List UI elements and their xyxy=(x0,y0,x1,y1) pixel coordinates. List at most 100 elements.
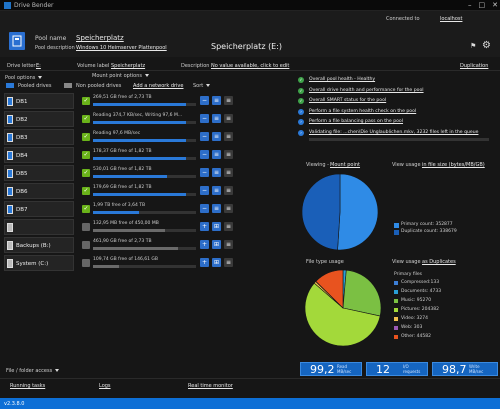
add-drive-button[interactable]: + xyxy=(200,258,209,267)
drive-list-button[interactable]: ≡ xyxy=(212,114,221,123)
drive-name-box[interactable] xyxy=(4,219,74,235)
drive-list-button[interactable]: ≡ xyxy=(212,204,221,213)
drive-row[interactable]: DB2 ✓ Reading 374,7 KB/sec, Writing 97,6… xyxy=(4,111,236,127)
drive-row[interactable]: DB3 ✓ Reading 97,6 MB/sec − ≡ ≡ xyxy=(4,129,236,145)
drive-details-button[interactable]: ≡ xyxy=(224,186,233,195)
flag-icon[interactable]: ⚑ xyxy=(470,42,477,50)
drive-details-button[interactable]: ≡ xyxy=(224,258,233,267)
remove-drive-button[interactable]: − xyxy=(200,186,209,195)
health-item-text[interactable]: Perform a file system health check on th… xyxy=(309,108,417,114)
pooled-check-icon[interactable]: ✓ xyxy=(82,97,90,105)
unpooled-check-icon[interactable] xyxy=(82,223,90,231)
drive-name-box[interactable]: DB5 xyxy=(4,165,74,181)
drive-name-box[interactable]: DB1 xyxy=(4,93,74,109)
pooled-check-icon[interactable]: ✓ xyxy=(82,187,90,195)
drive-details-button[interactable]: ≡ xyxy=(224,114,233,123)
drive-details-button[interactable]: ≡ xyxy=(224,222,233,231)
drive-row[interactable]: DB1 ✓ 269,51 GB free of 2,73 TB − ≡ ≡ xyxy=(4,93,236,109)
connected-host-link[interactable]: localhost xyxy=(440,16,463,22)
drive-name-box[interactable]: DB3 xyxy=(4,129,74,145)
drive-row[interactable]: DB6 ✓ 179,69 GB free of 1,82 TB − ≡ ≡ xyxy=(4,183,236,199)
pie-slice-music xyxy=(342,269,382,317)
drive-details-button[interactable]: ≡ xyxy=(224,204,233,213)
drive-grid-button[interactable]: ⊞ xyxy=(212,240,221,249)
drive-details-button[interactable]: ≡ xyxy=(224,240,233,249)
drive-list-button[interactable]: ≡ xyxy=(212,132,221,141)
health-item-text[interactable]: Overall drive health and performance for… xyxy=(309,87,424,93)
drive-details-button[interactable]: ≡ xyxy=(224,150,233,159)
drive-details-button[interactable]: ≡ xyxy=(224,168,233,177)
drive-name-box[interactable]: DB2 xyxy=(4,111,74,127)
drive-usage-text: 109,74 GB free of 146,61 GB xyxy=(93,257,159,262)
remove-drive-button[interactable]: − xyxy=(200,150,209,159)
pool-name-link[interactable]: Speicherplatz xyxy=(76,34,124,42)
health-item-text[interactable]: Overall SMART status for the pool xyxy=(309,98,387,103)
add-drive-button[interactable]: + xyxy=(200,222,209,231)
remove-drive-button[interactable]: − xyxy=(200,168,209,177)
drive-icon xyxy=(7,241,13,250)
drive-name-box[interactable]: Backups (B:) xyxy=(4,237,74,253)
drive-row[interactable]: DB7 ✓ 1,99 TB free of 3,64 TB − ≡ ≡ xyxy=(4,201,236,217)
drive-row[interactable]: Backups (B:) 461,90 GB free of 2,73 TB +… xyxy=(4,237,236,253)
logs-link[interactable]: Logs xyxy=(99,383,111,389)
drive-name-box[interactable]: DB7 xyxy=(4,201,74,217)
drive-row[interactable]: DB5 ✓ 530,01 GB free of 1,82 TB − ≡ ≡ xyxy=(4,165,236,181)
view-usage-duplicates-link[interactable]: as Duplicates xyxy=(422,259,456,265)
drive-row[interactable]: System (C:) 109,74 GB free of 146,61 GB … xyxy=(4,255,236,271)
remove-drive-button[interactable]: − xyxy=(200,132,209,141)
health-item[interactable]: ✓ Overall drive health and performance f… xyxy=(298,87,498,96)
volume-label-link[interactable]: Speicherplatz xyxy=(111,63,146,69)
remove-drive-button[interactable]: − xyxy=(200,114,209,123)
drive-details-button[interactable]: ≡ xyxy=(224,96,233,105)
health-item-text[interactable]: Perform a file balancing pass on the poo… xyxy=(309,119,404,124)
maximize-icon[interactable]: □ xyxy=(478,1,486,9)
minimize-icon[interactable]: – xyxy=(468,1,472,9)
drive-row[interactable]: DB4 ✓ 178,37 GB free of 1,82 TB − ≡ ≡ xyxy=(4,147,236,163)
health-item-text[interactable]: Overall pool health - Healthy xyxy=(309,77,376,82)
health-item[interactable]: ✓ Overall pool health - Healthy xyxy=(298,77,498,85)
drive-grid-button[interactable]: ⊞ xyxy=(212,258,221,267)
unpooled-check-icon[interactable] xyxy=(82,241,90,249)
pooled-check-icon[interactable]: ✓ xyxy=(82,133,90,141)
drive-grid-button[interactable]: ⊞ xyxy=(212,222,221,231)
gear-icon[interactable]: ⚙ xyxy=(482,40,491,51)
sort-menu[interactable]: Sort xyxy=(193,83,211,89)
drive-name-box[interactable]: System (C:) xyxy=(4,255,74,271)
drive-row[interactable]: 132,95 MB free of 450,00 MB + ⊞ ≡ xyxy=(4,219,236,235)
duplication-link[interactable]: Duplication xyxy=(460,63,489,69)
drive-name: Backups (B:) xyxy=(16,243,51,249)
pool-desc-link[interactable]: Windows 10 Heimserver Plattenpool xyxy=(76,45,167,51)
viewing-mount-point-link[interactable]: Mount point xyxy=(330,162,361,168)
pool-options-menu[interactable]: Pool options xyxy=(5,75,43,81)
drive-list-button[interactable]: ≡ xyxy=(212,150,221,159)
drive-list-button[interactable]: ≡ xyxy=(212,96,221,105)
remove-drive-button[interactable]: − xyxy=(200,204,209,213)
health-item[interactable]: › Perform a file balancing pass on the p… xyxy=(298,119,498,127)
pooled-check-icon[interactable]: ✓ xyxy=(82,169,90,177)
remove-drive-button[interactable]: − xyxy=(200,96,209,105)
health-item[interactable]: ✓ Overall SMART status for the pool xyxy=(298,98,498,106)
pooled-check-icon[interactable]: ✓ xyxy=(82,205,90,213)
realtime-monitor-link[interactable]: Real time monitor xyxy=(188,383,233,389)
drive-letter-link[interactable]: E: xyxy=(36,63,41,69)
view-usage-size-link[interactable]: in file size (bytes/MB/GB) xyxy=(422,162,485,168)
drive-name-box[interactable]: DB4 xyxy=(4,147,74,163)
health-item[interactable]: › Validating file: ...chen\Die Unglaubli… xyxy=(298,129,498,138)
file-type-label: File type usage xyxy=(306,259,344,265)
mount-options-menu[interactable]: Mount point options xyxy=(92,73,150,79)
running-tasks-link[interactable]: Running tasks xyxy=(10,383,46,389)
drive-list-button[interactable]: ≡ xyxy=(212,186,221,195)
pooled-check-icon[interactable]: ✓ xyxy=(82,151,90,159)
drive-list-button[interactable]: ≡ xyxy=(212,168,221,177)
health-item[interactable]: › Perform a file system health check on … xyxy=(298,108,498,117)
health-item-text[interactable]: Validating file: ...chen\Die Unglaublich… xyxy=(309,129,479,135)
add-drive-button[interactable]: + xyxy=(200,240,209,249)
pooled-check-icon[interactable]: ✓ xyxy=(82,115,90,123)
close-icon[interactable]: ✕ xyxy=(492,1,498,9)
drive-name-box[interactable]: DB6 xyxy=(4,183,74,199)
unpooled-check-icon[interactable] xyxy=(82,259,90,267)
description-link[interactable]: No value available, click to edit xyxy=(211,63,290,69)
add-network-drive-link[interactable]: Add a network drive xyxy=(133,83,184,89)
drive-details-button[interactable]: ≡ xyxy=(224,132,233,141)
drive-usage-fill xyxy=(93,175,167,178)
